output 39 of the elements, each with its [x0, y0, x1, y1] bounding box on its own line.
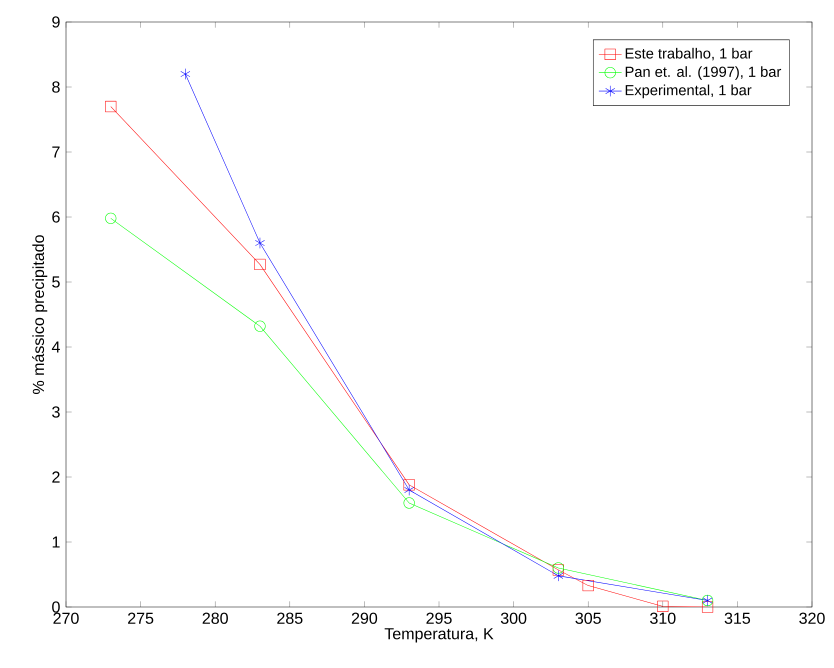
point	[404, 497, 415, 509]
x-axis-title: Temperatura, K	[384, 628, 494, 643]
y-tick-label: 4	[52, 342, 60, 353]
x-tick-label: 295	[426, 612, 452, 624]
x-tick-label: 300	[500, 612, 526, 624]
point	[582, 580, 594, 592]
y-axis-title: % mássico precipitado	[32, 235, 48, 394]
point	[254, 258, 266, 270]
x-tick-label: 310	[650, 612, 676, 624]
x-tick-label: 270	[53, 612, 79, 624]
y-tick-label: 2	[52, 471, 60, 483]
y-tick-label: 0	[52, 601, 60, 613]
x-tick-label: 290	[352, 612, 378, 624]
point	[553, 570, 564, 582]
x-tick-label: 285	[277, 612, 302, 624]
legend-label: Experimental, 1 bar	[626, 84, 752, 98]
x-tick-label: 320	[799, 612, 825, 624]
legend-label: Pan et. al. (1997), 1 bar	[626, 66, 782, 80]
y-tick-label: 6	[52, 211, 60, 223]
point	[105, 100, 116, 112]
y-tick-label: 8	[52, 81, 60, 93]
y-tick-label: 5	[52, 276, 60, 288]
point	[702, 601, 714, 613]
point	[180, 68, 190, 80]
y-tick-label: 7	[52, 146, 60, 158]
point	[105, 212, 116, 224]
x-tick-label: 315	[724, 612, 750, 624]
y-tick-label: 1	[52, 536, 60, 548]
point	[404, 484, 414, 496]
point	[657, 600, 668, 612]
x-tick-label: 280	[202, 612, 228, 624]
legend-label: Este trabalho, 1 bar	[626, 48, 752, 60]
point	[255, 237, 265, 249]
x-tick-label: 275	[128, 612, 154, 624]
y-tick-label: 9	[52, 16, 60, 28]
point	[254, 320, 266, 332]
x-tick-label: 305	[575, 612, 601, 624]
point	[404, 479, 415, 490]
y-tick-label: 3	[52, 406, 60, 418]
